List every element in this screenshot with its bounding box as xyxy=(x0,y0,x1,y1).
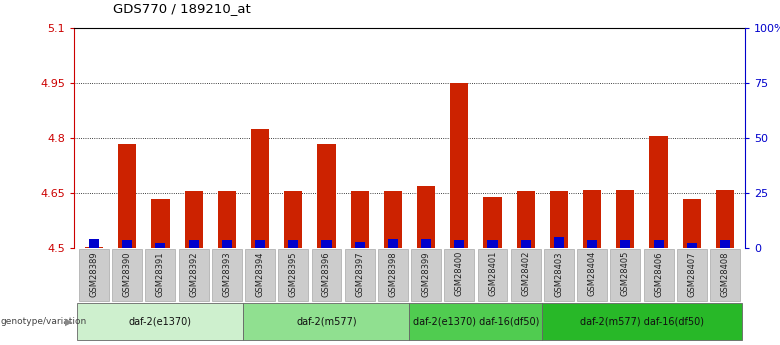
Bar xyxy=(185,191,203,248)
Text: GSM28397: GSM28397 xyxy=(355,251,364,297)
Bar xyxy=(417,186,435,248)
Bar xyxy=(189,240,199,248)
Text: daf-2(e1370): daf-2(e1370) xyxy=(129,317,192,327)
Bar xyxy=(85,247,103,248)
Bar xyxy=(550,191,568,248)
Text: GSM28394: GSM28394 xyxy=(256,251,264,297)
FancyBboxPatch shape xyxy=(542,303,742,341)
Bar xyxy=(355,242,365,248)
FancyBboxPatch shape xyxy=(243,303,410,341)
Bar xyxy=(488,240,498,248)
Text: GSM28396: GSM28396 xyxy=(322,251,331,297)
Bar xyxy=(521,240,530,248)
Text: GSM28402: GSM28402 xyxy=(521,251,530,296)
Bar xyxy=(122,240,133,248)
Text: GSM28405: GSM28405 xyxy=(621,251,630,296)
FancyBboxPatch shape xyxy=(245,249,275,301)
Bar xyxy=(516,191,535,248)
FancyBboxPatch shape xyxy=(378,249,408,301)
Bar xyxy=(620,240,630,248)
FancyBboxPatch shape xyxy=(345,249,374,301)
Text: GSM28399: GSM28399 xyxy=(422,251,431,297)
FancyBboxPatch shape xyxy=(411,249,441,301)
Text: GSM28392: GSM28392 xyxy=(189,251,198,297)
Text: GSM28404: GSM28404 xyxy=(587,251,597,296)
Text: GSM28393: GSM28393 xyxy=(222,251,232,297)
FancyBboxPatch shape xyxy=(677,249,707,301)
Text: ▶: ▶ xyxy=(65,317,73,327)
Bar xyxy=(421,239,431,248)
Text: GSM28408: GSM28408 xyxy=(721,251,729,297)
Bar xyxy=(255,240,265,248)
Text: daf-2(m577): daf-2(m577) xyxy=(296,317,356,327)
Bar xyxy=(317,144,335,248)
Bar xyxy=(350,191,369,248)
Text: GSM28407: GSM28407 xyxy=(687,251,697,297)
Bar xyxy=(650,136,668,248)
FancyBboxPatch shape xyxy=(77,303,243,341)
Bar xyxy=(583,189,601,248)
Bar xyxy=(155,243,165,248)
FancyBboxPatch shape xyxy=(577,249,607,301)
Bar xyxy=(716,189,734,248)
Text: GSM28400: GSM28400 xyxy=(455,251,464,296)
Bar xyxy=(454,240,464,248)
FancyBboxPatch shape xyxy=(146,249,176,301)
FancyBboxPatch shape xyxy=(311,249,342,301)
Bar xyxy=(682,199,701,248)
Text: GSM28406: GSM28406 xyxy=(654,251,663,297)
Text: GSM28391: GSM28391 xyxy=(156,251,165,297)
Bar xyxy=(218,191,236,248)
Bar xyxy=(251,129,269,248)
FancyBboxPatch shape xyxy=(112,249,142,301)
Text: daf-2(e1370) daf-16(df50): daf-2(e1370) daf-16(df50) xyxy=(413,317,539,327)
Bar xyxy=(587,240,597,248)
Bar xyxy=(289,240,298,248)
FancyBboxPatch shape xyxy=(544,249,574,301)
Bar xyxy=(321,240,331,248)
Bar xyxy=(554,237,564,248)
FancyBboxPatch shape xyxy=(212,249,242,301)
Bar xyxy=(384,191,402,248)
Text: genotype/variation: genotype/variation xyxy=(1,317,87,326)
Text: GSM28395: GSM28395 xyxy=(289,251,298,297)
Bar xyxy=(89,239,99,248)
Text: GSM28398: GSM28398 xyxy=(388,251,397,297)
Text: daf-2(m577) daf-16(df50): daf-2(m577) daf-16(df50) xyxy=(580,317,704,327)
Bar xyxy=(388,239,398,248)
Bar xyxy=(222,240,232,248)
FancyBboxPatch shape xyxy=(179,249,208,301)
Bar xyxy=(450,83,469,248)
FancyBboxPatch shape xyxy=(511,249,541,301)
FancyBboxPatch shape xyxy=(477,249,508,301)
Bar xyxy=(484,197,502,248)
FancyBboxPatch shape xyxy=(611,249,640,301)
FancyBboxPatch shape xyxy=(410,303,542,341)
Bar xyxy=(118,144,136,248)
FancyBboxPatch shape xyxy=(644,249,673,301)
Bar xyxy=(686,243,697,248)
Text: GSM28401: GSM28401 xyxy=(488,251,497,296)
FancyBboxPatch shape xyxy=(79,249,109,301)
FancyBboxPatch shape xyxy=(710,249,740,301)
Bar xyxy=(616,189,634,248)
Bar xyxy=(720,240,730,248)
Text: GDS770 / 189210_at: GDS770 / 189210_at xyxy=(113,2,251,16)
Text: GSM28390: GSM28390 xyxy=(122,251,132,297)
Bar xyxy=(654,240,664,248)
FancyBboxPatch shape xyxy=(278,249,308,301)
FancyBboxPatch shape xyxy=(445,249,474,301)
Bar xyxy=(284,191,303,248)
Text: GSM28403: GSM28403 xyxy=(555,251,563,297)
Bar xyxy=(151,199,169,248)
Text: GSM28389: GSM28389 xyxy=(90,251,98,297)
